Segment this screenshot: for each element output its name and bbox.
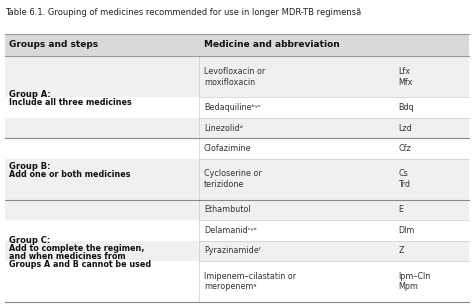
Text: Groups A and B cannot be used: Groups A and B cannot be used (9, 260, 152, 268)
Text: Cycloserine or
terizidone: Cycloserine or terizidone (204, 170, 262, 189)
Text: Group C:: Group C: (9, 236, 51, 245)
Text: Delamanidᶜʸᵉ: Delamanidᶜʸᵉ (204, 226, 257, 235)
Text: Group B:: Group B: (9, 162, 51, 171)
Bar (5, 34, 469, 56)
Text: Include all three medicines: Include all three medicines (9, 98, 132, 107)
Text: Group A:: Group A: (9, 90, 51, 99)
Bar (5, 97, 469, 118)
Bar (5, 159, 469, 200)
Text: Z: Z (398, 246, 404, 255)
Text: Dlm: Dlm (398, 226, 415, 235)
Text: Medicine and abbreviation: Medicine and abbreviation (204, 41, 339, 49)
Text: E: E (398, 205, 403, 214)
Text: Cs
Trd: Cs Trd (398, 170, 410, 189)
Bar (5, 200, 469, 220)
Bar (5, 261, 469, 302)
Bar (5, 220, 469, 241)
Text: Clofazimine: Clofazimine (204, 144, 251, 153)
Text: and when medicines from: and when medicines from (9, 252, 126, 260)
Bar (5, 138, 469, 159)
Bar (5, 241, 469, 261)
Text: Groups and steps: Groups and steps (9, 41, 99, 49)
Bar (5, 118, 469, 138)
Text: Linezolidᵈ: Linezolidᵈ (204, 124, 243, 133)
Text: Levofloxacin or
moxifloxacin: Levofloxacin or moxifloxacin (204, 67, 265, 87)
Text: Add to complete the regimen,: Add to complete the regimen, (9, 244, 145, 253)
Text: Add one or both medicines: Add one or both medicines (9, 170, 131, 179)
Text: Ipm–Cln
Mpm: Ipm–Cln Mpm (398, 272, 430, 291)
Bar (5, 56, 469, 97)
Text: Ethambutol: Ethambutol (204, 205, 250, 214)
Text: Lzd: Lzd (398, 124, 412, 133)
Text: Bdq: Bdq (398, 103, 414, 112)
Text: Imipenem–cilastatin or
meropenemᵍ: Imipenem–cilastatin or meropenemᵍ (204, 272, 296, 291)
Text: Bedaquilineᵇʸᶜ: Bedaquilineᵇʸᶜ (204, 103, 261, 112)
Text: Cfz: Cfz (398, 144, 411, 153)
Text: Lfx
Mfx: Lfx Mfx (398, 67, 413, 87)
Text: Pyrazinamideᶠ: Pyrazinamideᶠ (204, 246, 261, 255)
Text: Table 6.1. Grouping of medicines recommended for use in longer MDR-TB regimensã: Table 6.1. Grouping of medicines recomme… (5, 8, 361, 17)
